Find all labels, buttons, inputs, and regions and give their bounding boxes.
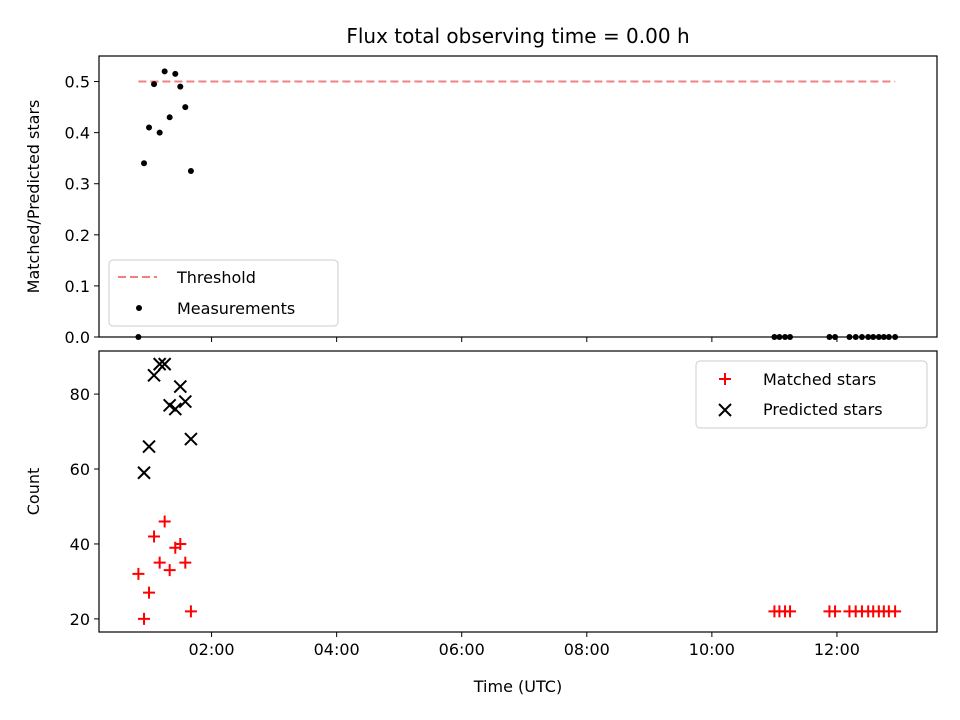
x-tick-label: 04:00 — [314, 640, 360, 659]
predicted-star-point — [152, 357, 167, 371]
legend-matched-swatch — [719, 373, 731, 385]
y-tick-label: 60 — [70, 460, 90, 479]
legend-label-predicted: Predicted stars — [763, 400, 883, 419]
legend-box — [108, 259, 339, 327]
matched-star-point — [143, 586, 156, 599]
matched-star-point — [132, 567, 145, 580]
bottom-panel-count: 20 40 60 80 02:00 04:00 06:00 08:00 10:00 12:00 Ti… — [24, 350, 938, 696]
y-axis-label: Count — [24, 468, 43, 516]
matched-star-point — [138, 612, 151, 625]
y-tick-label: 0.2 — [65, 226, 90, 245]
measurement-point — [172, 70, 179, 77]
x-tick-label: 10:00 — [689, 640, 735, 659]
predicted-star-point — [178, 394, 193, 409]
predicted-star-point — [184, 432, 198, 446]
measurement-point — [151, 81, 158, 88]
measurement-point — [182, 104, 189, 111]
x-tick-label: 12:00 — [814, 640, 860, 659]
top-panel-ratio: Flux total observing time = 0.00 h 0.0 0.1… — [24, 24, 938, 347]
y-tick-label: 40 — [70, 535, 90, 554]
measurement-point — [187, 167, 194, 174]
legend-measurements-swatch — [136, 305, 142, 311]
measurement-point — [141, 160, 148, 167]
x-tick-label: 02:00 — [189, 640, 235, 659]
y-tick-label: 0.5 — [65, 73, 90, 92]
predicted-star-point — [142, 439, 156, 454]
measurement-point — [161, 68, 168, 75]
matched-star-point — [184, 605, 197, 618]
predicted-star-point — [173, 379, 188, 394]
measurement-point — [156, 129, 163, 136]
matched-star-point — [163, 564, 176, 577]
x-tick-label: 06:00 — [439, 640, 485, 659]
predicted-star-point — [168, 402, 183, 416]
plot-frame — [98, 350, 938, 633]
y-tick-label: 20 — [70, 610, 90, 629]
plot-frame — [98, 55, 938, 338]
legend-label-threshold: Threshold — [176, 268, 256, 287]
legend-label-matched: Matched stars — [763, 370, 876, 389]
matched-star-point — [889, 605, 902, 618]
measurement-point — [177, 83, 184, 90]
y-tick-label: 0.3 — [65, 175, 90, 194]
predicted-star-point — [147, 368, 161, 383]
legend-predicted-swatch — [718, 403, 732, 417]
y-tick-label: 0.1 — [65, 277, 90, 296]
chart-title: Flux total observing time = 0.00 h — [346, 24, 689, 48]
x-axis-label: Time (UTC) — [473, 677, 562, 696]
x-tick-label: 08:00 — [564, 640, 610, 659]
predicted-star-point — [137, 466, 151, 480]
matched-star-point — [148, 530, 161, 543]
matched-star-point — [174, 537, 187, 550]
matched-star-point — [829, 605, 842, 618]
y-tick-label: 0.4 — [65, 124, 90, 143]
y-axis-label: Matched/Predicted stars — [24, 100, 43, 294]
legend-box — [695, 360, 928, 429]
matched-star-point — [158, 515, 171, 528]
legend: Matched stars Predicted stars — [695, 360, 928, 429]
y-tick-label: 0.0 — [65, 328, 90, 347]
y-tick-label: 80 — [70, 385, 90, 404]
matched-star-point — [784, 605, 797, 618]
predicted-star-point — [157, 357, 172, 371]
matched-star-point — [179, 556, 192, 569]
measurement-point — [146, 124, 153, 131]
measurement-point — [166, 114, 173, 121]
legend-label-measurements: Measurements — [177, 299, 295, 318]
matched-star-point — [153, 556, 166, 569]
legend: Threshold Measurements — [108, 259, 339, 327]
